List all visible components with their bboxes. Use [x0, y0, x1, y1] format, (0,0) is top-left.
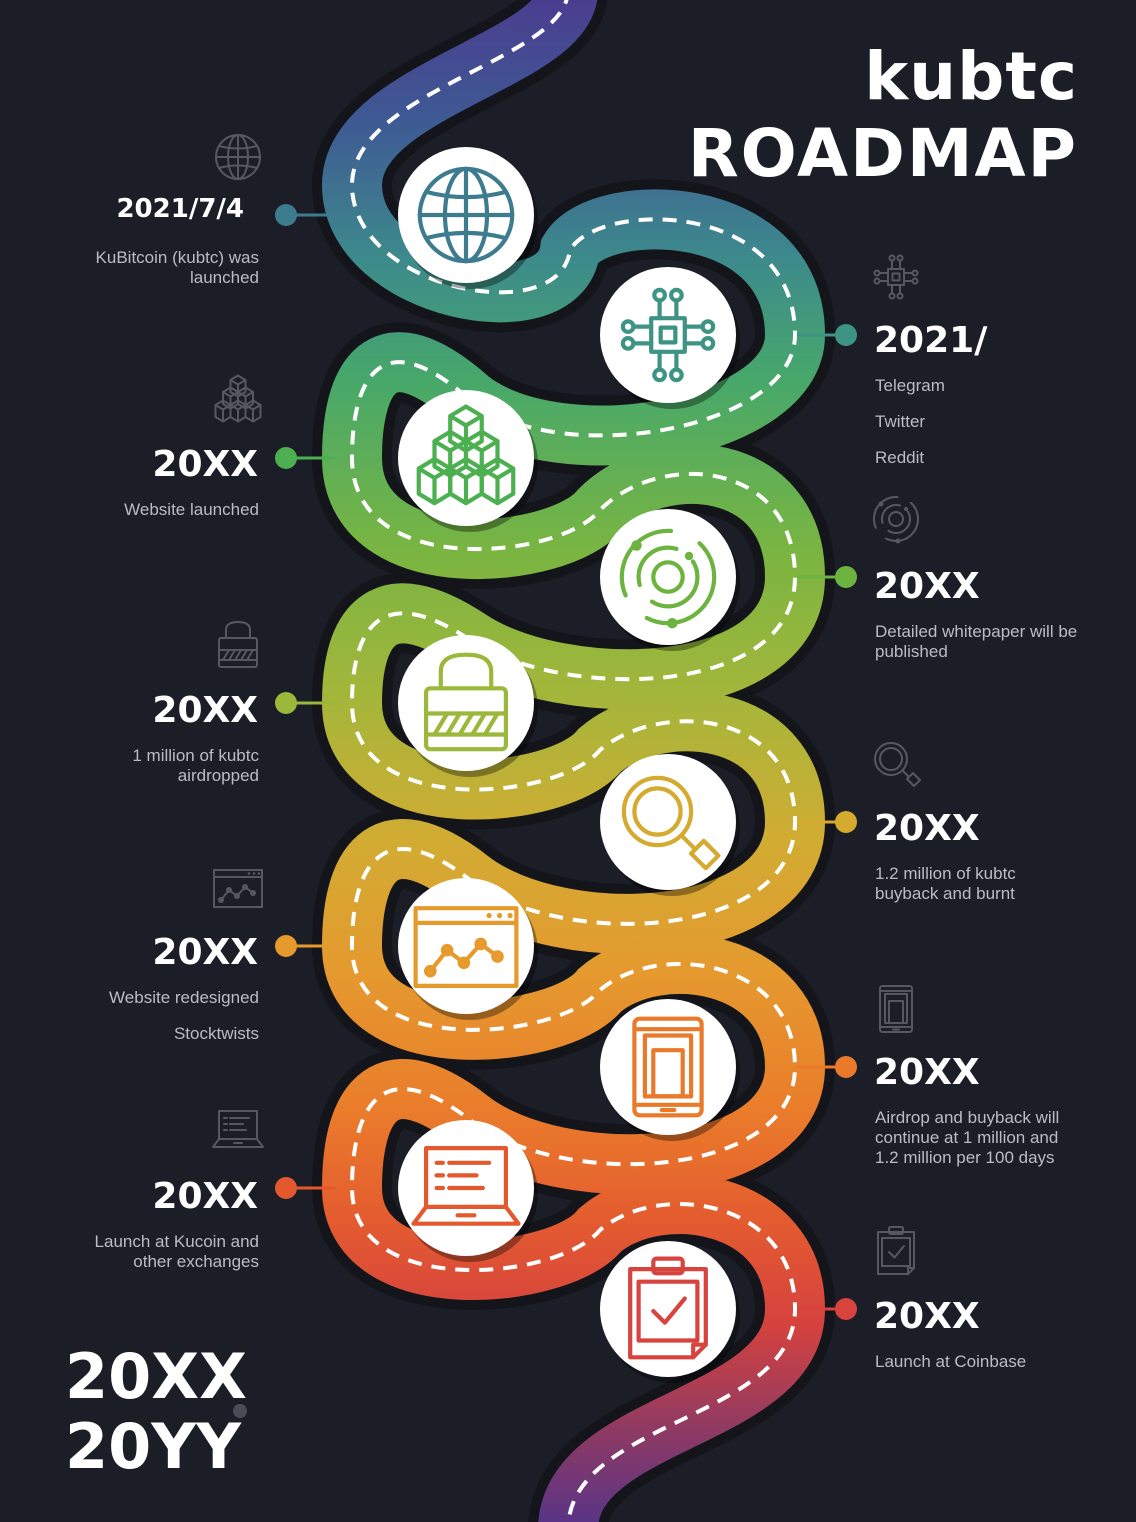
- tablet-icon: [879, 985, 913, 1033]
- milestone-icon-circle: [600, 267, 740, 409]
- milestone-icon-circle: [398, 878, 538, 1020]
- milestone-description-line: continue at 1 million and: [875, 1128, 1059, 1147]
- milestone-description: Detailed whitepaper will be published: [875, 622, 1077, 662]
- tablet-icon: [632, 1016, 704, 1118]
- period-end: 20YY: [65, 1410, 242, 1483]
- milestone-icon-circle: [600, 999, 740, 1141]
- milestone-description-line: Website redesigned: [109, 988, 259, 1007]
- milestone-icon-circle: [398, 390, 538, 532]
- milestone-description-line: Website launched: [124, 500, 259, 519]
- globe-icon: [215, 134, 261, 180]
- laptop-icon: [411, 1146, 521, 1226]
- milestone-description-line: published: [875, 642, 948, 661]
- milestone-description: KuBitcoin (kubtc) was launched: [96, 248, 259, 288]
- milestone-description-line: Twitter: [875, 412, 926, 431]
- milestone-description-line: Launch at Kucoin and: [94, 1232, 259, 1251]
- milestone-year: 20XX: [152, 690, 258, 731]
- connectors: [275, 204, 857, 1320]
- globe-icon: [417, 166, 515, 264]
- milestone-description-line: Detailed whitepaper will be: [875, 622, 1078, 641]
- milestone-icon-circle: [600, 509, 740, 651]
- milestone-description: Website redesigned Stocktwists: [109, 988, 259, 1060]
- blocks-icon: [214, 374, 262, 423]
- milestone-year: 20XX: [152, 444, 258, 485]
- milestone-description-line: 1.2 million per 100 days: [875, 1148, 1055, 1167]
- milestone-connector: [275, 935, 335, 957]
- title-roadmap: ROADMAP: [687, 115, 1078, 192]
- milestone-description-line: buyback and burnt: [875, 884, 1015, 903]
- milestone-connector: [275, 1177, 335, 1199]
- chip-icon: [873, 254, 919, 300]
- milestone-description: 1 million of kubtc airdropped: [132, 746, 259, 786]
- milestone-description-line: Stocktwists: [173, 1024, 259, 1043]
- milestone-year: 20XX: [874, 566, 980, 607]
- milestone-icon-circle: [398, 1120, 538, 1262]
- magnifier-icon: [621, 775, 721, 871]
- orbit-icon: [619, 528, 717, 629]
- milestone-connector: [797, 1298, 857, 1320]
- milestone-description: Launch at Kucoin and other exchanges: [95, 1232, 259, 1272]
- milestone-year: 2021/7/4: [116, 194, 244, 224]
- milestone-description-line: airdropped: [177, 766, 259, 785]
- milestone-connector: [797, 566, 857, 588]
- icon-circles: [212, 134, 921, 1383]
- milestone-description-line: Reddit: [875, 448, 925, 467]
- milestone-description-line: other exchanges: [133, 1252, 259, 1271]
- period-dot: [233, 1404, 247, 1418]
- lock-icon: [424, 652, 508, 752]
- title-brand: kubtc: [864, 38, 1078, 115]
- milestone-icon-circle: [398, 147, 538, 289]
- milestone-year: 20XX: [152, 1176, 258, 1217]
- period-start: 20XX: [65, 1340, 247, 1413]
- milestone-description-line: KuBitcoin (kubtc) was: [95, 248, 259, 267]
- magnifier-icon: [874, 742, 921, 787]
- milestone-icon-circle: [398, 635, 538, 777]
- milestone-year: 2021/: [874, 320, 988, 361]
- milestone-description-line: Airdrop and buyback will: [875, 1108, 1060, 1127]
- milestone-year: 20XX: [874, 1052, 980, 1093]
- milestone-year: 20XX: [152, 932, 258, 973]
- milestone-description-line: 1.2 million of kubtc: [875, 864, 1016, 883]
- milestone-year: 20XX: [874, 1296, 980, 1337]
- browser-chart-icon: [213, 869, 263, 908]
- milestone-description-line: launched: [189, 268, 259, 287]
- laptop-icon: [212, 1110, 264, 1148]
- milestone-description-line: Telegram: [875, 376, 945, 395]
- clipboard-icon: [628, 1256, 708, 1360]
- milestone-icon-circle: [600, 754, 740, 896]
- milestone-year: 20XX: [874, 808, 980, 849]
- milestone-connector: [275, 692, 335, 714]
- milestone-description: Telegram Twitter Reddit: [875, 376, 945, 484]
- milestone-description: Website launched: [124, 500, 259, 520]
- milestone-description: Launch at Coinbase: [875, 1352, 1026, 1372]
- browser-chart-icon: [413, 906, 519, 988]
- milestone-connector: [275, 447, 335, 469]
- orbit-icon: [873, 496, 919, 544]
- chip-icon: [620, 287, 716, 383]
- period-range: 20XX 20YY: [65, 1342, 247, 1482]
- milestone-description: Airdrop and buyback will continue at 1 mi…: [875, 1108, 1059, 1168]
- milestone-connector: [275, 204, 335, 226]
- milestone-icon-circle: [600, 1241, 740, 1383]
- lock-icon: [218, 621, 258, 668]
- milestone-description-line: Launch at Coinbase: [875, 1352, 1027, 1371]
- milestone-description: 1.2 million of kubtc buyback and burnt: [875, 864, 1016, 904]
- clipboard-icon: [877, 1226, 915, 1275]
- milestone-connector: [797, 324, 857, 346]
- milestone-connector: [797, 811, 857, 833]
- blocks-icon: [416, 404, 516, 506]
- milestone-connector: [797, 1056, 857, 1078]
- milestone-description-line: 1 million of kubtc: [132, 746, 259, 765]
- winding-road: [311, 0, 836, 1522]
